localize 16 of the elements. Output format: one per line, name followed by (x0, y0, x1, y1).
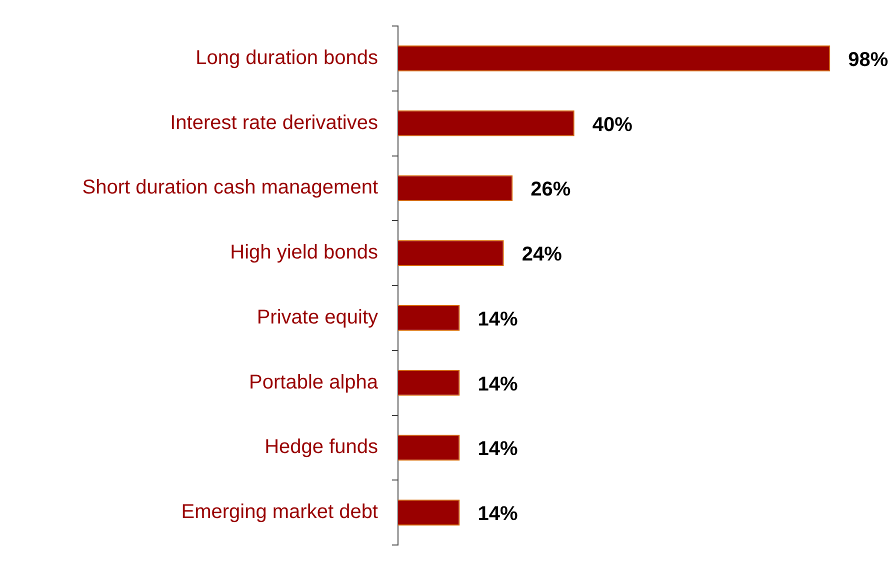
data-label: 14% (478, 373, 518, 396)
data-label: 24% (522, 244, 562, 266)
y-tick-label: Short duration cash management (82, 176, 378, 199)
y-tick-label: High yield bonds (230, 242, 378, 264)
data-label: 40% (592, 114, 633, 136)
data-label: 98% (848, 48, 888, 71)
y-tick-label: Long duration bonds (196, 46, 378, 69)
y-tick-label: Interest rate derivatives (170, 112, 378, 134)
y-tick-label: Hedge funds (264, 436, 378, 458)
data-label: 14% (478, 438, 518, 460)
data-label: 14% (478, 503, 518, 526)
data-label: 26% (530, 178, 571, 201)
y-tick-label: Portable alpha (249, 371, 379, 394)
y-tick-label: Emerging market debt (181, 501, 378, 524)
y-tick-label: Private equity (256, 306, 378, 328)
data-label: 14% (478, 308, 518, 330)
